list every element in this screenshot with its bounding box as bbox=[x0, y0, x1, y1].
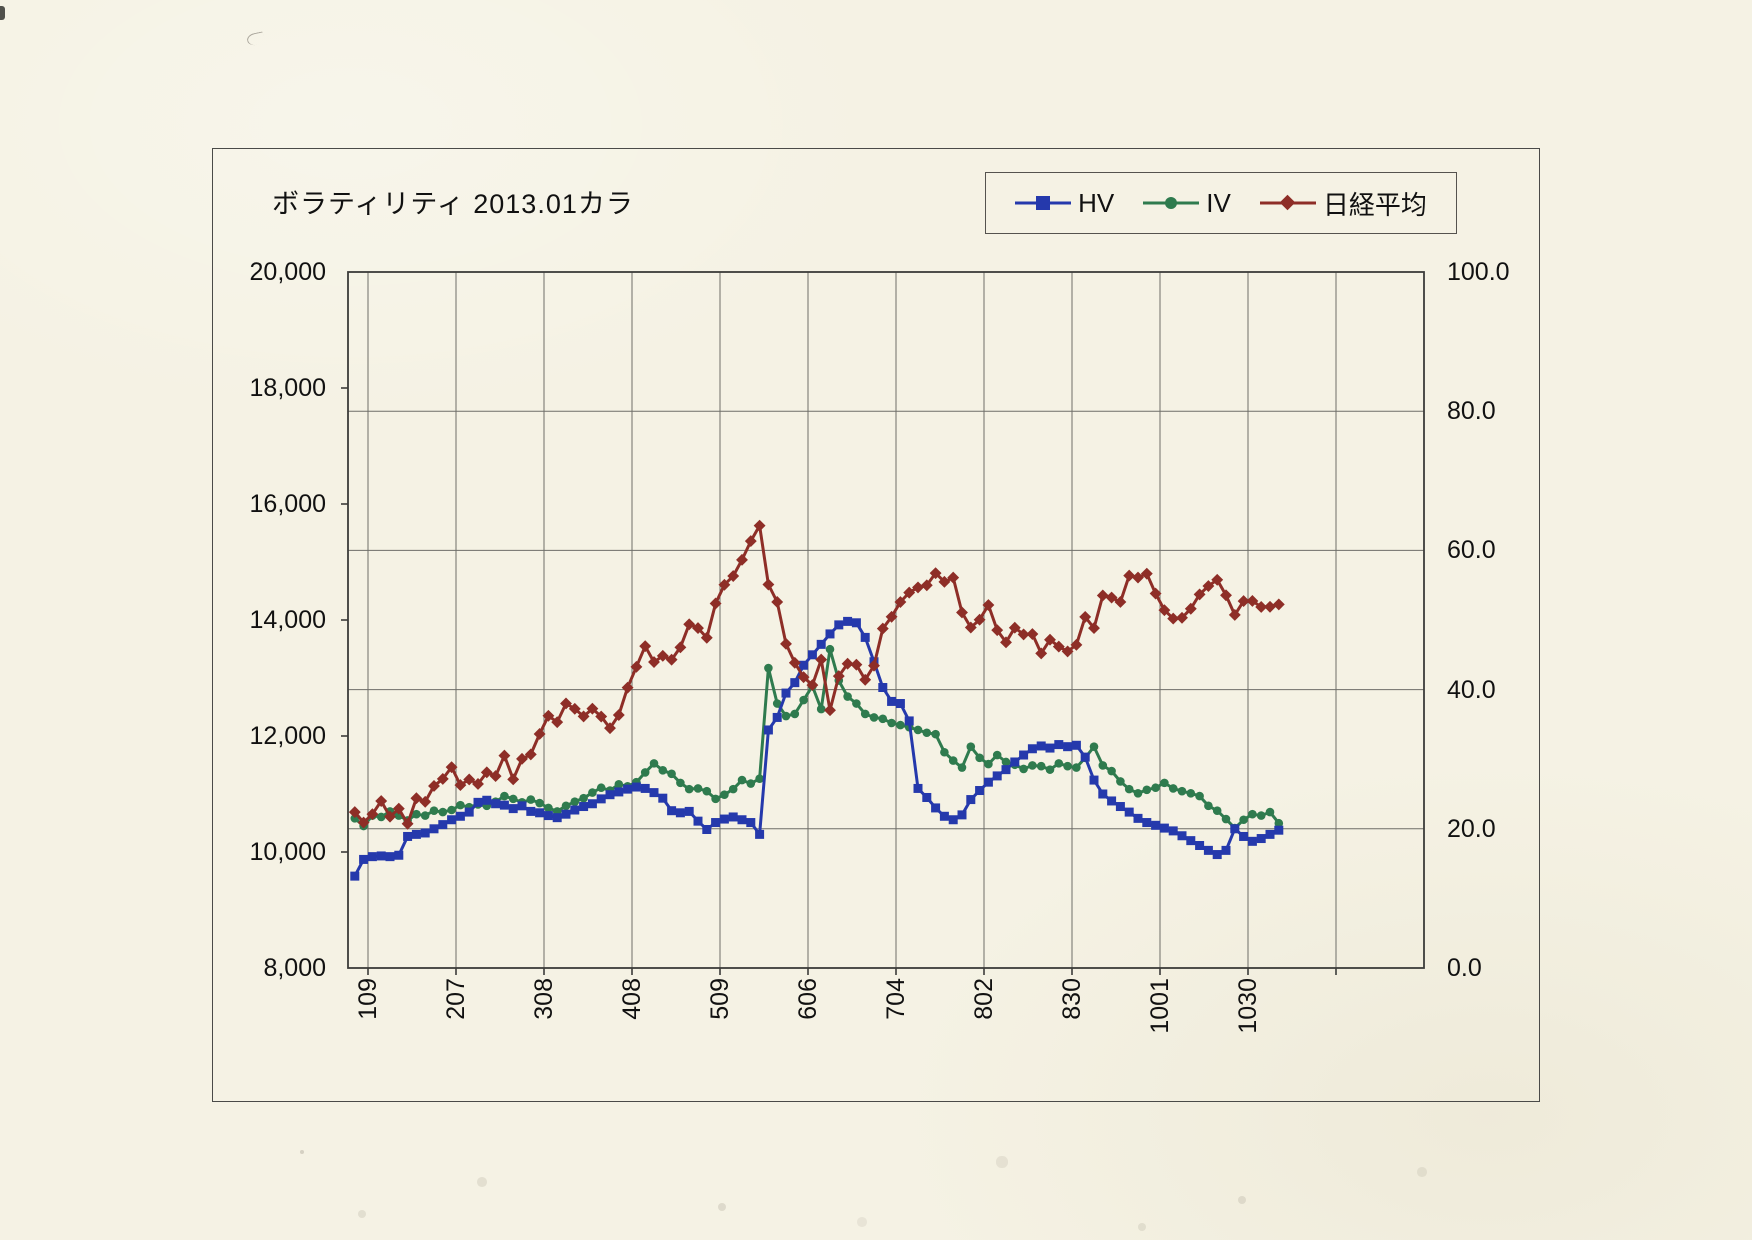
right-axis-tick: 80.0 bbox=[1447, 397, 1496, 426]
left-axis-tick: 8,000 bbox=[263, 954, 326, 982]
x-axis-tick: 802 bbox=[970, 978, 998, 1020]
left-axis-tick: 12,000 bbox=[249, 722, 326, 750]
x-axis-tick: 606 bbox=[794, 978, 822, 1020]
right-axis-tick: 100.0 bbox=[1447, 258, 1510, 286]
series-hv bbox=[350, 616, 1284, 881]
right-axis-tick: 40.0 bbox=[1447, 675, 1496, 704]
x-axis-tick: 408 bbox=[618, 978, 646, 1020]
gridlines bbox=[348, 272, 1424, 968]
x-axis-tick: 207 bbox=[442, 978, 470, 1020]
hv-line-marker-icon bbox=[1015, 195, 1072, 211]
chart-plot-svg bbox=[341, 271, 1425, 975]
legend-label-iv: IV bbox=[1206, 187, 1231, 218]
plot-area bbox=[341, 271, 1425, 975]
legend: HV IV 日経平均 bbox=[985, 172, 1457, 234]
right-axis-tick-labels: 100.0 80.0 60.0 40.0 20.0 0.0 bbox=[1447, 0, 1557, 1240]
scan-artifact bbox=[0, 6, 5, 20]
legend-item-hv: HV bbox=[1015, 188, 1114, 219]
left-axis-tick: 10,000 bbox=[249, 838, 326, 866]
x-axis-tick: 509 bbox=[706, 978, 734, 1020]
series-nikkei bbox=[348, 519, 1285, 830]
nikkei-line-marker-icon bbox=[1259, 194, 1316, 211]
x-axis-tick: 308 bbox=[530, 978, 558, 1020]
left-axis-tick-labels: 20,000 18,000 16,000 14,000 12,000 10,000 8,00… bbox=[200, 0, 326, 1240]
x-axis-tick: 704 bbox=[882, 978, 910, 1020]
legend-label-nikkei: 日経平均 bbox=[1322, 189, 1427, 220]
legend-label-hv: HV bbox=[1078, 187, 1115, 218]
left-axis-tick: 20,000 bbox=[249, 258, 326, 286]
axis-tick-marks bbox=[341, 387, 1337, 975]
right-axis-tick: 20.0 bbox=[1447, 814, 1496, 843]
legend-item-nikkei: 日経平均 bbox=[1259, 185, 1427, 222]
scan-noise bbox=[300, 1150, 304, 1154]
x-axis-tick: 1030 bbox=[1234, 978, 1262, 1034]
x-axis-tick: 1001 bbox=[1146, 978, 1174, 1034]
chart-frame bbox=[212, 148, 1540, 1102]
right-axis-tick: 60.0 bbox=[1447, 536, 1496, 565]
right-axis-tick: 0.0 bbox=[1447, 954, 1482, 982]
legend-item-iv: IV bbox=[1143, 188, 1231, 219]
plot-border bbox=[347, 271, 1425, 969]
left-axis-tick: 16,000 bbox=[249, 490, 326, 518]
left-axis-tick: 14,000 bbox=[249, 606, 326, 634]
x-axis-tick: 830 bbox=[1058, 978, 1086, 1020]
chart-title: ボラティリティ 2013.01カラ bbox=[272, 189, 634, 219]
x-axis-tick: 109 bbox=[354, 978, 382, 1020]
iv-line-marker-icon bbox=[1143, 195, 1200, 211]
left-axis-tick: 18,000 bbox=[249, 374, 326, 402]
